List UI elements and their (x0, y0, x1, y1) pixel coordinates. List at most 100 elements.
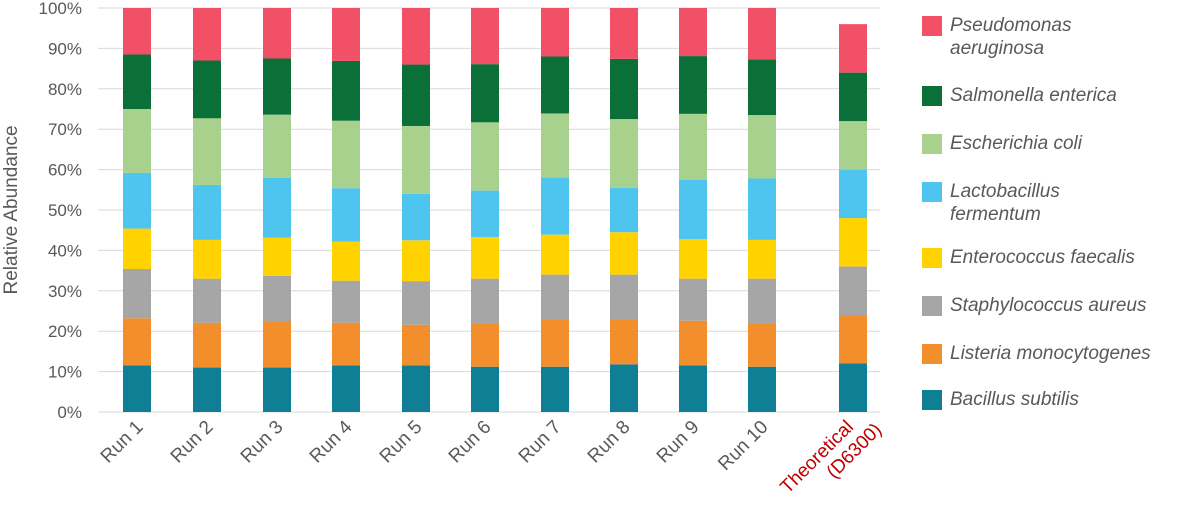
x-tick-label: Run 1 (97, 417, 148, 468)
bar-stack (402, 8, 430, 412)
bar-segment (123, 365, 151, 412)
bar-segment (839, 72, 867, 122)
bar-segment (610, 274, 638, 320)
legend-label: Lactobacillus fermentum (950, 181, 1060, 225)
bar-segment (263, 114, 291, 178)
bar-segment (748, 59, 776, 116)
bar-segment (332, 60, 360, 121)
bar-segment (263, 8, 291, 59)
legend-label: Salmonella enterica (950, 85, 1117, 106)
bar-segment (471, 190, 499, 238)
y-tick-label: 30% (48, 282, 82, 301)
bar-segment (263, 58, 291, 115)
bar-segment (541, 234, 569, 275)
legend-label: Enterococcus faecalis (950, 247, 1135, 268)
bar-stack (332, 8, 360, 412)
legend-item: Escherichia coli (922, 132, 1200, 155)
bar-segment (263, 177, 291, 238)
bar-segment (263, 367, 291, 412)
y-tick-label: 20% (48, 322, 82, 341)
x-tick-label: Run 5 (376, 417, 427, 468)
bar-segment (839, 24, 867, 73)
x-tick-label: Run 9 (653, 417, 704, 468)
bar-segment (748, 115, 776, 179)
bar-segment (541, 319, 569, 367)
bar-segment (332, 280, 360, 323)
y-tick-label: 40% (48, 241, 82, 260)
bar-segment (332, 365, 360, 412)
bar-segment (748, 8, 776, 60)
bar-segment (471, 366, 499, 412)
bar-segment (193, 239, 221, 279)
bar-segment (839, 169, 867, 219)
bar-stack (748, 8, 776, 412)
bar-segment (541, 113, 569, 178)
bar-segment (610, 364, 638, 412)
bar-segment (332, 241, 360, 281)
legend-swatch (922, 390, 942, 410)
bar-segment (541, 177, 569, 235)
x-tick-label: Run 3 (237, 417, 288, 468)
bar-segment (193, 118, 221, 185)
legend-item: Lactobacillus fermentum (922, 180, 1120, 226)
bar-segment (402, 324, 430, 366)
bar-segment (610, 58, 638, 120)
legend-item: Listeria monocytogenes (922, 342, 1200, 365)
y-tick-labels: 0% 10% 20% 30% 40% 50% 60% 70% 80% 90% 100% (39, 0, 82, 422)
x-tick-label: Run 10 (714, 417, 772, 475)
bar-segment (123, 8, 151, 55)
bar-segment (123, 109, 151, 173)
bar-segment (471, 278, 499, 324)
bar-segment (679, 8, 707, 57)
bar-segment (748, 323, 776, 367)
bar-segment (679, 278, 707, 321)
bar-segment (471, 122, 499, 191)
legend-swatch (922, 248, 942, 268)
legend-label: Pseudomonas aeruginosa (950, 15, 1072, 59)
bar-segment (402, 125, 430, 194)
bar-segment (541, 274, 569, 320)
bar-segment (610, 319, 638, 365)
bar-segment (402, 193, 430, 241)
legend-item: Enterococcus faecalis (922, 246, 1200, 269)
bar-stack (123, 8, 151, 412)
bar-segment (839, 315, 867, 364)
bar-segment (402, 281, 430, 325)
bar-segment (679, 320, 707, 366)
bar-segment (402, 240, 430, 282)
bar-segment (679, 113, 707, 180)
bar-segment (679, 239, 707, 279)
bar-segment (748, 178, 776, 240)
bar-segment (402, 8, 430, 65)
bar-segment (123, 54, 151, 109)
x-tick-label: Run 8 (584, 417, 635, 468)
bar-segment (263, 275, 291, 322)
bar-segment (471, 8, 499, 65)
bar-stack (263, 8, 291, 412)
bar-segment (541, 8, 569, 57)
bar-segment (839, 266, 867, 316)
bar-segment (332, 188, 360, 242)
bar-segment (193, 322, 221, 368)
bar-segment (839, 363, 867, 412)
legend-swatch (922, 134, 942, 154)
y-tick-label: 0% (57, 403, 82, 422)
bar-segment (332, 120, 360, 189)
legend-label: Staphylococcus aureus (950, 295, 1147, 316)
bar-segment (402, 64, 430, 126)
bar-segment (263, 321, 291, 368)
bar-segment (123, 268, 151, 319)
bar-segment (402, 365, 430, 412)
bar-segment (541, 56, 569, 114)
legend-item: Pseudomonas aeruginosa (922, 14, 1120, 60)
legend: Pseudomonas aeruginosa Salmonella enteric… (922, 0, 1200, 522)
legend-item: Bacillus subtilis (922, 388, 1200, 411)
bar-segment (332, 322, 360, 366)
x-tick-label: Run 4 (306, 416, 357, 467)
legend-swatch (922, 86, 942, 106)
legend-swatch (922, 344, 942, 364)
bar-segment (610, 232, 638, 275)
x-tick-label: Run 6 (445, 417, 496, 468)
bar-segment (471, 237, 499, 279)
bar-segment (541, 366, 569, 412)
